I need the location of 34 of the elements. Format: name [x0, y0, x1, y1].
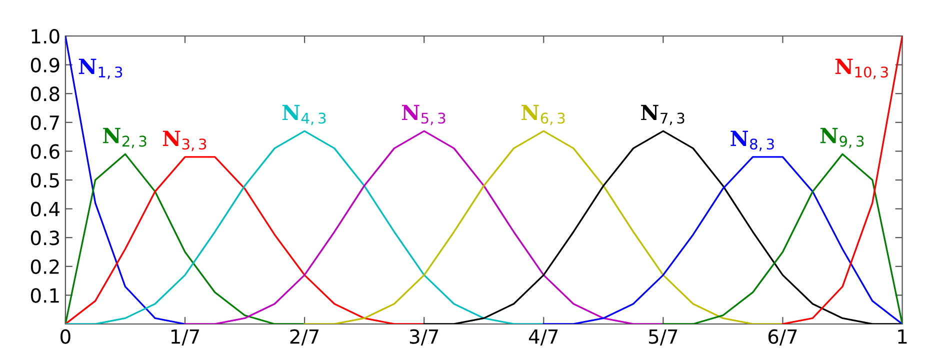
y-tick-label: 0.3 [30, 230, 60, 246]
y-tick-label: 0.7 [30, 115, 59, 130]
y-tick-label: 0.5 [30, 172, 59, 188]
series-label: N$_{7,3}$ [641, 104, 684, 126]
series-label: N$_{1,3}$ [78, 58, 122, 80]
line-series [65, 156, 425, 324]
y-tick-label: 0.2 [30, 259, 59, 274]
x-tick-label: 4/7 [528, 329, 558, 346]
series-label: N$_{4,3}$ [282, 104, 326, 126]
series-label: N$_{3,3}$ [162, 130, 206, 152]
x-tick-label: 3/7 [410, 329, 438, 346]
y-tick-label: 1.0 [32, 28, 60, 44]
y-tick-label: 0.8 [30, 86, 60, 102]
y-tick-label: 0.4 [30, 202, 60, 216]
y-tick-label: 0.6 [30, 144, 60, 159]
x-tick-label: 0 [60, 329, 70, 344]
x-tick-label: 5/7 [649, 329, 678, 346]
x-tick-label: 1/7 [171, 329, 199, 346]
x-tick-label: 1 [898, 329, 907, 344]
series-label: N$_{10,3}$ [835, 58, 888, 80]
series-label: N$_{9,3}$ [820, 128, 864, 148]
line-series [662, 153, 902, 324]
line-series [184, 130, 664, 324]
x-tick-label: 2/7 [290, 329, 319, 346]
series-label: N$_{8,3}$ [730, 130, 774, 152]
y-tick-label: 0.9 [30, 58, 60, 72]
series-label: N$_{5,3}$ [402, 104, 446, 126]
y-tick-label: 0.1 [30, 288, 59, 303]
series-label: N$_{2,3}$ [103, 128, 146, 148]
line-series [65, 153, 306, 324]
line-series [542, 156, 902, 324]
series-label: N$_{6,3}$ [522, 104, 565, 126]
x-tick-label: 6/7 [768, 329, 797, 346]
line-series [304, 130, 784, 324]
